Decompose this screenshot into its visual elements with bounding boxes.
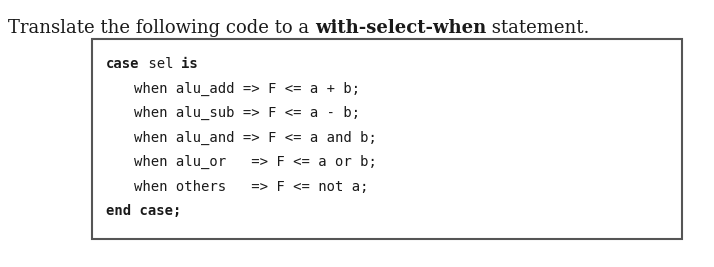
Text: when others   => F <= not a;: when others => F <= not a; xyxy=(134,180,368,194)
Text: when alu_and => F <= a and b;: when alu_and => F <= a and b; xyxy=(134,131,377,145)
Text: end case;: end case; xyxy=(106,205,181,218)
Text: statement.: statement. xyxy=(486,19,590,37)
Text: with-select-when: with-select-when xyxy=(315,19,486,37)
Text: when alu_sub => F <= a - b;: when alu_sub => F <= a - b; xyxy=(134,106,360,120)
Text: is: is xyxy=(181,57,198,71)
Bar xyxy=(92,39,682,239)
Text: when alu_add => F <= a + b;: when alu_add => F <= a + b; xyxy=(134,82,360,96)
Text: sel: sel xyxy=(139,57,181,71)
Text: when alu_or   => F <= a or b;: when alu_or => F <= a or b; xyxy=(134,155,377,170)
Text: case: case xyxy=(106,57,139,71)
Text: Translate the following code to a: Translate the following code to a xyxy=(8,19,315,37)
